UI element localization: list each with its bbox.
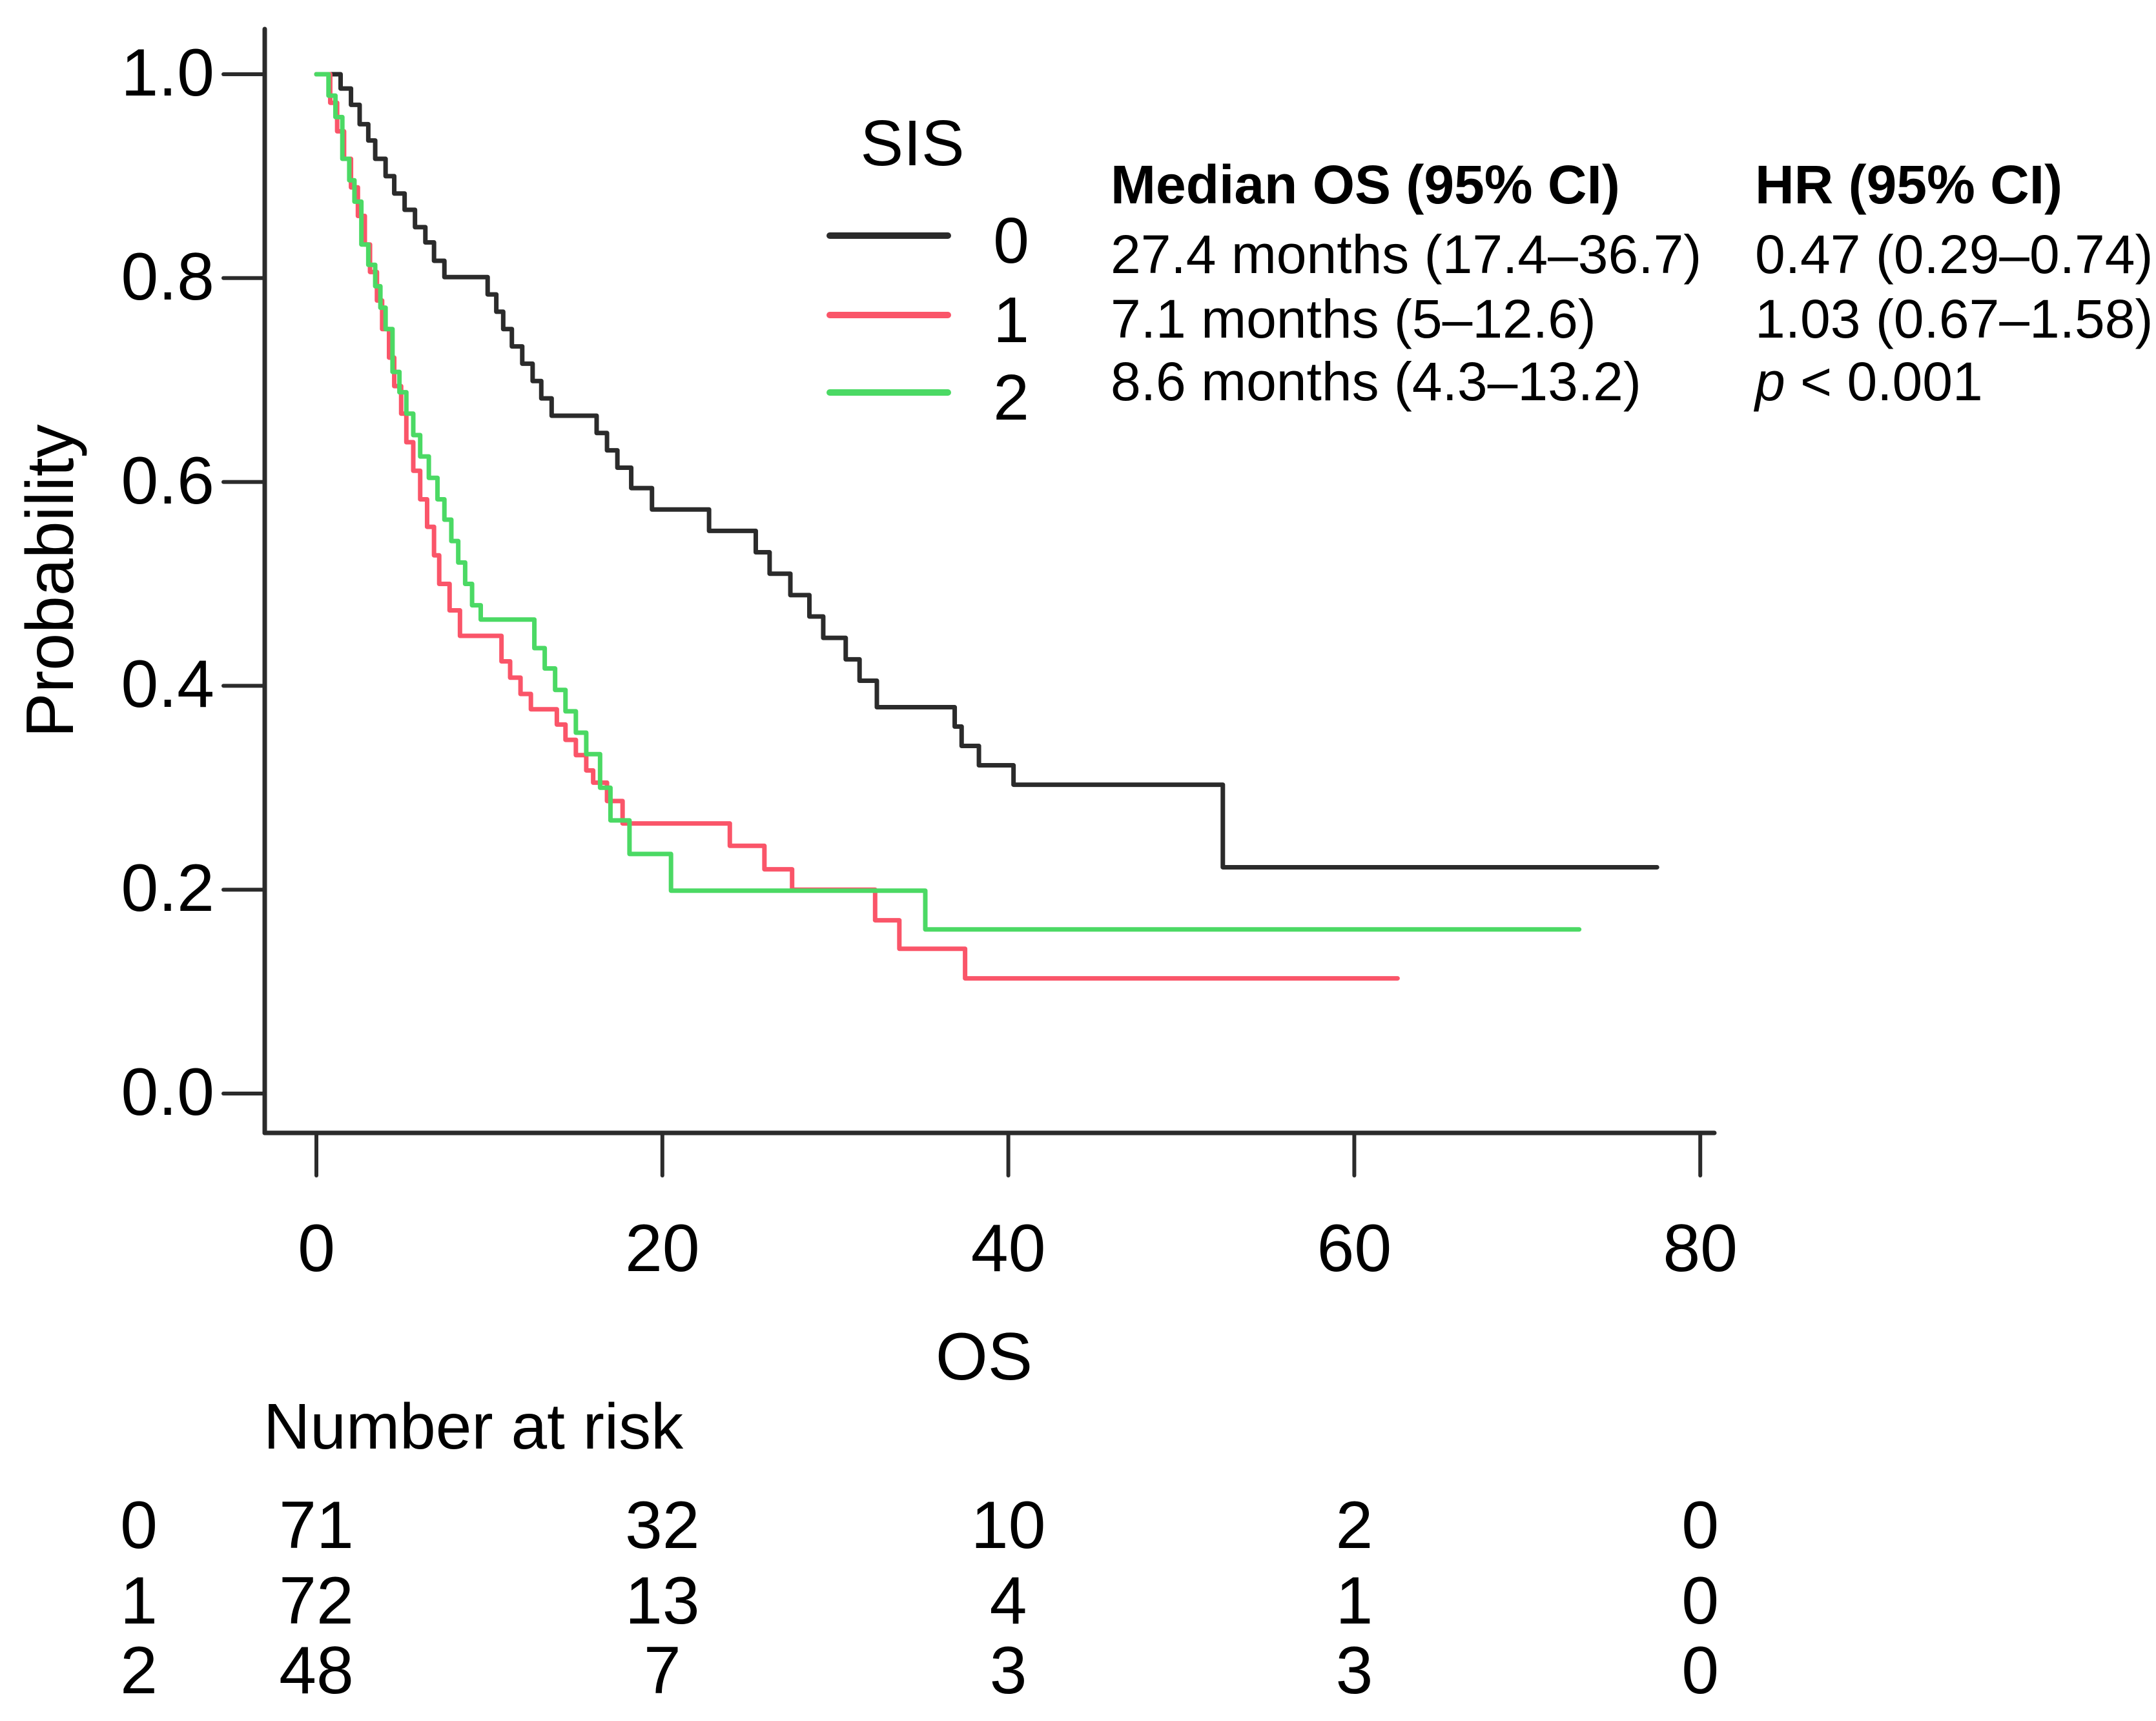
km-curve-sis-0 — [314, 72, 1659, 870]
risk-value-sis0-t20: 32 — [624, 1488, 700, 1563]
x-tick-label-60: 60 — [1317, 1211, 1392, 1286]
y-axis-title: Probability — [13, 424, 88, 738]
risk-row-label-1: 1 — [120, 1563, 158, 1638]
risk-value-sis2-t40: 3 — [989, 1633, 1027, 1708]
legend-label-1: 1 — [993, 284, 1029, 356]
y-tick-label-0.0: 0.0 — [121, 1055, 214, 1130]
stats-cell-r2-c0: 8.6 months (4.3–13.2) — [1111, 351, 1641, 412]
y-tick-label-0.6: 0.6 — [121, 443, 214, 518]
stats-cell-r0-c0: 27.4 months (17.4–36.7) — [1111, 224, 1702, 285]
risk-value-sis1-t40: 4 — [989, 1563, 1027, 1638]
y-tick-label-1.0: 1.0 — [121, 36, 214, 110]
risk-value-sis0-t40: 10 — [970, 1488, 1046, 1563]
x-tick-label-40: 40 — [970, 1211, 1046, 1286]
risk-value-sis0-t0: 71 — [279, 1488, 354, 1563]
risk-value-sis0-t60: 2 — [1335, 1488, 1373, 1563]
risk-value-sis2-t80: 0 — [1681, 1633, 1720, 1708]
risk-value-sis1-t80: 0 — [1681, 1563, 1720, 1638]
risk-value-sis2-t20: 7 — [643, 1633, 681, 1708]
legend-label-0: 0 — [993, 205, 1029, 277]
stats-header-hr: HR (95% CI) — [1755, 154, 2063, 215]
risk-row-label-2: 2 — [120, 1633, 158, 1708]
risk-value-sis1-t60: 1 — [1335, 1563, 1373, 1638]
x-tick-label-20: 20 — [624, 1211, 700, 1286]
stats-cell-r1-c1: 1.03 (0.67–1.58) — [1755, 289, 2153, 349]
x-axis-title: OS — [935, 1319, 1033, 1394]
legend-label-2: 2 — [993, 362, 1029, 434]
x-tick-label-0: 0 — [298, 1211, 335, 1286]
risk-value-sis0-t80: 0 — [1681, 1488, 1720, 1563]
risk-row-label-0: 0 — [120, 1488, 158, 1563]
y-tick-label-0.4: 0.4 — [121, 647, 214, 722]
legend-title: SIS — [860, 107, 965, 179]
risk-value-sis1-t20: 13 — [624, 1563, 700, 1638]
km-curve-sis-2 — [314, 72, 1582, 932]
stats-cell-r1-c0: 7.1 months (5–12.6) — [1111, 289, 1596, 349]
stats-cell-r2-c1: p < 0.001 — [1755, 351, 1983, 412]
y-tick-label-0.8: 0.8 — [121, 239, 214, 314]
risk-value-sis2-t0: 48 — [279, 1633, 354, 1708]
risk-value-sis1-t0: 72 — [279, 1563, 354, 1638]
risk-value-sis2-t60: 3 — [1335, 1633, 1373, 1708]
risk-table-title: Number at risk — [263, 1390, 684, 1463]
stats-cell-r0-c1: 0.47 (0.29–0.74) — [1755, 224, 2153, 285]
y-tick-label-0.2: 0.2 — [121, 851, 214, 926]
x-tick-label-80: 80 — [1663, 1211, 1738, 1286]
stats-header-median-os: Median OS (95% CI) — [1111, 154, 1620, 215]
